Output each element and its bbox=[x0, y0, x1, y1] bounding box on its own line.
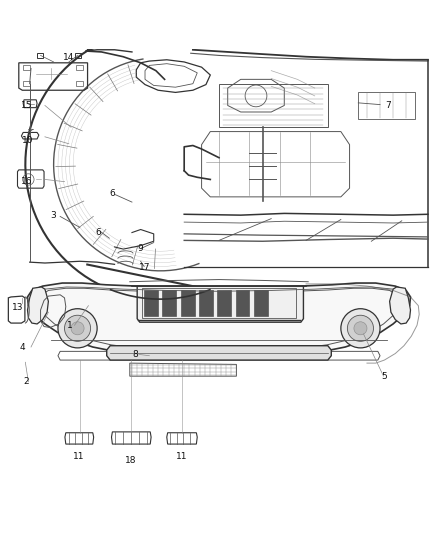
Text: 3: 3 bbox=[50, 211, 56, 220]
Bar bbox=[23, 64, 30, 70]
Bar bbox=[23, 81, 30, 86]
Text: 14: 14 bbox=[63, 53, 74, 62]
Polygon shape bbox=[28, 283, 410, 357]
Text: 18: 18 bbox=[125, 456, 137, 465]
Polygon shape bbox=[144, 290, 158, 316]
Circle shape bbox=[341, 309, 380, 348]
Polygon shape bbox=[254, 290, 268, 316]
Polygon shape bbox=[181, 290, 194, 316]
Polygon shape bbox=[199, 290, 213, 316]
Polygon shape bbox=[162, 290, 177, 316]
Circle shape bbox=[64, 315, 91, 341]
Polygon shape bbox=[28, 287, 48, 324]
Text: 9: 9 bbox=[137, 244, 143, 253]
Polygon shape bbox=[217, 290, 231, 316]
Circle shape bbox=[58, 309, 97, 348]
Circle shape bbox=[354, 322, 367, 335]
Text: 10: 10 bbox=[22, 136, 33, 145]
Text: 11: 11 bbox=[176, 452, 188, 461]
Text: 6: 6 bbox=[95, 228, 101, 237]
Text: 1: 1 bbox=[67, 321, 73, 330]
Text: 17: 17 bbox=[139, 263, 151, 272]
Text: 7: 7 bbox=[385, 101, 391, 110]
Text: 16: 16 bbox=[21, 177, 32, 186]
Text: 8: 8 bbox=[133, 350, 138, 359]
Bar bbox=[76, 81, 83, 86]
Text: 2: 2 bbox=[24, 377, 29, 386]
Text: 6: 6 bbox=[110, 189, 115, 198]
Text: 5: 5 bbox=[381, 372, 387, 381]
Polygon shape bbox=[137, 286, 304, 322]
Circle shape bbox=[347, 315, 374, 341]
Bar bbox=[76, 64, 83, 70]
Bar bbox=[37, 53, 43, 58]
Polygon shape bbox=[107, 346, 331, 360]
Text: 13: 13 bbox=[12, 303, 24, 312]
Bar bbox=[74, 53, 81, 58]
Polygon shape bbox=[236, 290, 250, 316]
Text: 4: 4 bbox=[19, 343, 25, 352]
Circle shape bbox=[71, 322, 84, 335]
Text: 15: 15 bbox=[21, 101, 32, 110]
Polygon shape bbox=[390, 287, 410, 324]
Text: 11: 11 bbox=[73, 452, 85, 461]
